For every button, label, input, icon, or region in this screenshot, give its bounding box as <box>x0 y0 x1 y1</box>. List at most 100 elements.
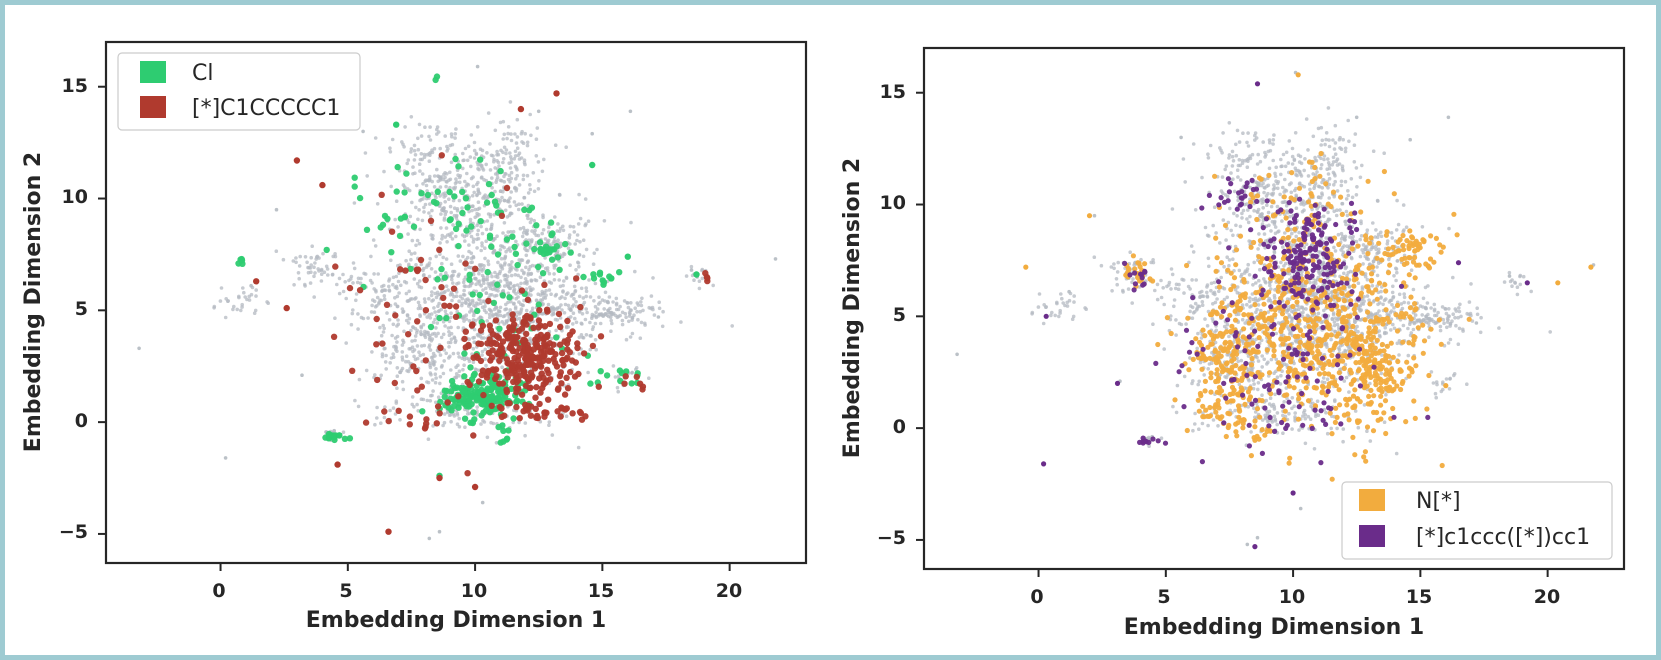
background-point <box>519 307 524 311</box>
background-point <box>485 319 490 323</box>
background-point <box>1432 309 1437 313</box>
background-point <box>1395 198 1399 203</box>
background-point <box>487 284 491 288</box>
left-ytick-label: 5 <box>75 298 88 320</box>
background-point <box>1235 290 1240 295</box>
background-point <box>1116 260 1120 265</box>
background-point <box>1415 318 1420 323</box>
background-point <box>516 273 520 278</box>
background-point <box>1149 260 1153 265</box>
background-point <box>414 243 418 248</box>
series-0-point <box>580 273 587 281</box>
series-1-point <box>433 420 440 427</box>
background-point <box>395 304 400 309</box>
background-point <box>1282 400 1286 404</box>
legend-label-cyclohexyl: [*]C1CCCCC1 <box>192 96 340 121</box>
background-point <box>639 300 643 304</box>
background-point <box>1390 303 1394 307</box>
background-point <box>1240 317 1245 322</box>
series-1-point <box>527 369 535 376</box>
background-point <box>490 185 494 190</box>
background-point <box>461 166 465 171</box>
background-point <box>1237 268 1242 273</box>
background-point <box>430 179 435 184</box>
series-1-point <box>417 256 425 264</box>
background-point <box>509 230 513 234</box>
background-point <box>382 415 387 420</box>
series-0-point <box>459 209 466 217</box>
background-point <box>1256 298 1260 303</box>
background-point <box>420 172 425 176</box>
background-point <box>641 308 645 313</box>
series-1-point <box>383 301 391 308</box>
background-point <box>1262 357 1266 362</box>
background-point <box>1444 311 1449 316</box>
background-point <box>223 456 228 460</box>
background-point <box>479 248 484 253</box>
background-point <box>1272 250 1277 255</box>
series-1-point <box>546 340 553 347</box>
background-point <box>412 143 417 148</box>
series-1-point <box>533 414 540 421</box>
background-point <box>411 325 415 329</box>
background-point <box>412 348 417 352</box>
background-point <box>438 381 442 386</box>
background-point <box>428 361 433 366</box>
background-point <box>313 271 317 275</box>
background-point <box>378 325 382 330</box>
background-point <box>1341 250 1346 254</box>
background-point <box>1397 292 1402 297</box>
series-0-point <box>535 263 542 271</box>
series-0-point <box>503 435 511 442</box>
background-point <box>562 251 566 256</box>
series-1-point <box>334 461 341 468</box>
background-point <box>309 263 314 267</box>
series-0-point <box>467 419 474 426</box>
series-1-point <box>488 340 495 347</box>
background-point <box>428 125 432 129</box>
background-point <box>417 122 422 127</box>
background-point <box>456 351 461 356</box>
background-point <box>399 368 404 373</box>
series-1-point <box>462 260 469 267</box>
background-point <box>515 283 520 287</box>
background-point <box>592 299 596 303</box>
background-point <box>1402 300 1406 305</box>
background-point <box>577 294 582 299</box>
background-point <box>575 238 579 243</box>
background-point <box>382 283 386 288</box>
background-point <box>475 193 479 198</box>
background-point <box>527 267 531 272</box>
background-point <box>440 261 444 266</box>
series-0-point <box>363 226 371 233</box>
background-point <box>1128 250 1132 254</box>
background-point <box>515 135 520 139</box>
background-point <box>540 169 545 174</box>
background-point <box>593 281 598 286</box>
background-point <box>465 412 470 416</box>
background-point <box>373 244 378 248</box>
background-point <box>460 206 464 210</box>
background-point <box>481 299 486 304</box>
background-point <box>414 263 418 267</box>
background-point <box>624 315 628 320</box>
background-point <box>488 142 492 146</box>
background-point <box>1344 375 1349 380</box>
series-1-point <box>509 324 517 331</box>
background-point <box>426 332 430 337</box>
background-point <box>1332 147 1337 151</box>
background-point <box>1263 186 1267 190</box>
series-1-point <box>533 384 540 391</box>
background-point <box>1345 273 1349 278</box>
background-point <box>333 252 337 256</box>
background-point <box>305 260 309 265</box>
background-point <box>274 249 279 253</box>
background-point <box>1169 287 1173 291</box>
background-point <box>432 185 437 189</box>
background-point <box>477 206 482 211</box>
background-point <box>581 238 586 242</box>
background-point <box>472 190 477 195</box>
background-point <box>593 321 598 326</box>
background-point <box>441 192 445 196</box>
background-point <box>485 435 490 440</box>
